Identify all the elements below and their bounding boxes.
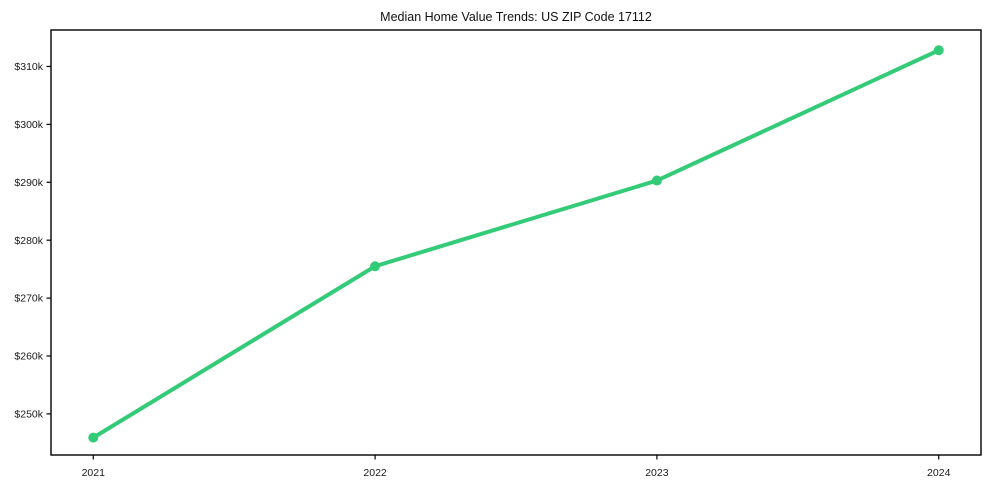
- y-tick-label: $290k: [14, 177, 43, 189]
- data-point-marker: [88, 432, 99, 443]
- data-point-marker: [370, 261, 381, 272]
- x-tick-label: 2023: [645, 467, 669, 479]
- x-tick-label: 2022: [363, 467, 387, 479]
- data-point-marker: [651, 175, 662, 186]
- data-point-marker: [933, 45, 944, 56]
- plot-area: $250k $260k $270k $280k $290k $300k $310k 2021 2…: [14, 29, 982, 479]
- y-tick-label: $280k: [14, 235, 43, 247]
- x-tick-label: 2021: [82, 467, 106, 479]
- y-tick-label: $250k: [14, 408, 43, 420]
- series-line: [91, 48, 941, 440]
- chart-title: Median Home Value Trends: US ZIP Code 17…: [380, 10, 652, 24]
- x-tick-label: 2024: [927, 467, 951, 479]
- y-tick-label: $300k: [14, 119, 43, 131]
- y-tick-label: $260k: [14, 351, 43, 363]
- y-tick-label: $270k: [14, 293, 43, 305]
- y-tick-label: $310k: [14, 61, 43, 73]
